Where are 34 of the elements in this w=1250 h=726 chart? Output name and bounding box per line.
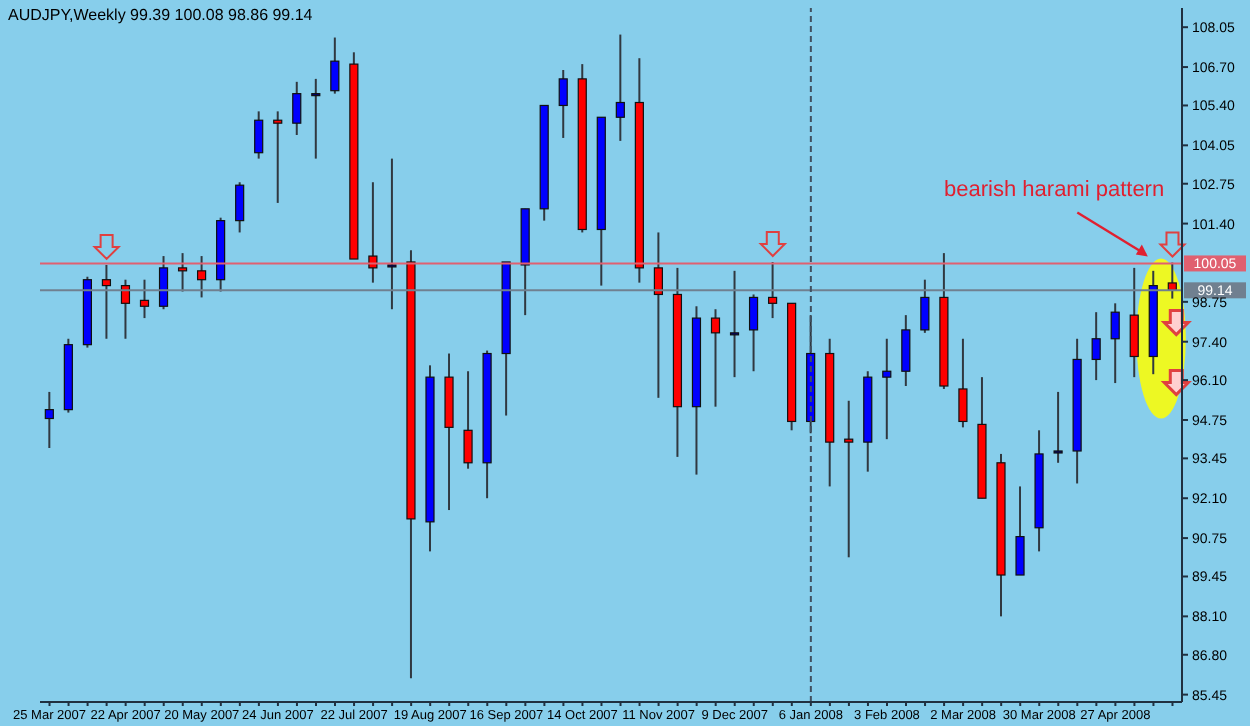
- candlestick: [101, 263, 112, 340]
- candlestick: [177, 252, 188, 293]
- candlestick: [710, 308, 721, 408]
- candlestick: [1129, 266, 1139, 379]
- candlestick: [387, 157, 397, 311]
- candlestick: [1091, 311, 1101, 382]
- candlestick: [330, 36, 340, 95]
- annotation: bearish harami pattern: [944, 178, 1165, 203]
- candlestick: [768, 260, 778, 320]
- candlestick: [844, 399, 854, 559]
- candlestick: [197, 255, 207, 299]
- candlestick: [463, 370, 473, 470]
- candlestick: [901, 314, 911, 388]
- candlestick: [1110, 302, 1120, 385]
- candlestick: [920, 278, 930, 334]
- candlestick: [958, 337, 968, 429]
- candlestick: [558, 69, 568, 139]
- candlestick: [44, 390, 54, 450]
- chart-title: AUDJPY,Weekly 99.39 100.08 98.86 99.14: [8, 6, 313, 24]
- candlestick: [729, 269, 740, 379]
- candlestick: [748, 293, 759, 373]
- candlestick: [615, 33, 625, 142]
- candlestick: [235, 181, 245, 234]
- candlestick: [273, 110, 283, 204]
- candlestick: [254, 110, 264, 160]
- candlestick: [368, 181, 378, 284]
- candlestick: [311, 77, 321, 160]
- candlestick: [882, 337, 892, 441]
- candlestick: [139, 278, 150, 320]
- candlestick: [1053, 390, 1063, 464]
- candlestick: [1015, 485, 1025, 577]
- candlestick: [653, 231, 663, 399]
- candlestick: [158, 255, 169, 311]
- candlestick: [292, 80, 302, 136]
